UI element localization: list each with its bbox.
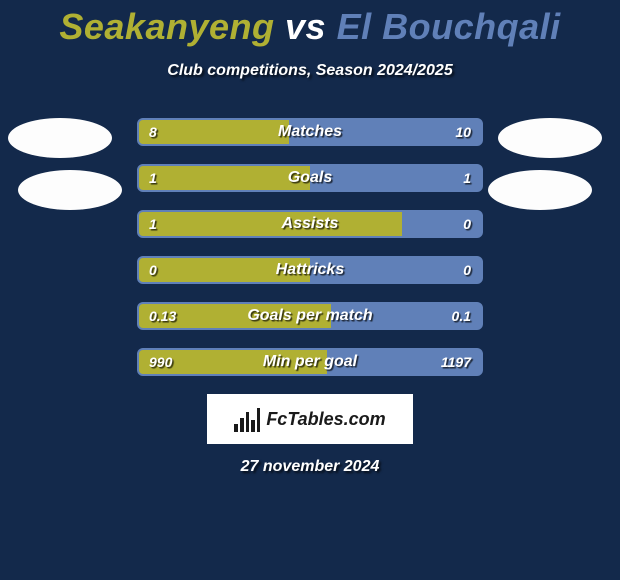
player1-name: Seakanyeng bbox=[59, 6, 274, 47]
avatar-placeholder bbox=[488, 170, 592, 210]
branding-text: FcTables.com bbox=[266, 409, 385, 430]
branding-badge: FcTables.com bbox=[207, 394, 413, 444]
avatar-placeholder bbox=[8, 118, 112, 158]
stat-row: 810Matches bbox=[137, 118, 483, 146]
stat-row: 0.130.1Goals per match bbox=[137, 302, 483, 330]
comparison-bars: 810Matches 11Goals 10Assists 00Hattricks 0.1… bbox=[137, 118, 483, 376]
stat-label: Hattricks bbox=[139, 258, 481, 282]
subtitle: Club competitions, Season 2024/2025 bbox=[0, 62, 620, 80]
chart-icon bbox=[234, 406, 260, 432]
avatar-placeholder bbox=[498, 118, 602, 158]
stat-label: Goals per match bbox=[139, 304, 481, 328]
stat-row: 00Hattricks bbox=[137, 256, 483, 284]
stat-label: Goals bbox=[139, 166, 481, 190]
stat-row: 10Assists bbox=[137, 210, 483, 238]
stat-row: 11Goals bbox=[137, 164, 483, 192]
player2-name: El Bouchqali bbox=[337, 6, 561, 47]
vs-text: vs bbox=[285, 6, 326, 47]
stat-label: Assists bbox=[139, 212, 481, 236]
avatar-placeholder bbox=[18, 170, 122, 210]
date-text: 27 november 2024 bbox=[0, 458, 620, 476]
stat-label: Matches bbox=[139, 120, 481, 144]
stat-row: 9901197Min per goal bbox=[137, 348, 483, 376]
stat-label: Min per goal bbox=[139, 350, 481, 374]
comparison-title: Seakanyeng vs El Bouchqali bbox=[0, 0, 620, 48]
